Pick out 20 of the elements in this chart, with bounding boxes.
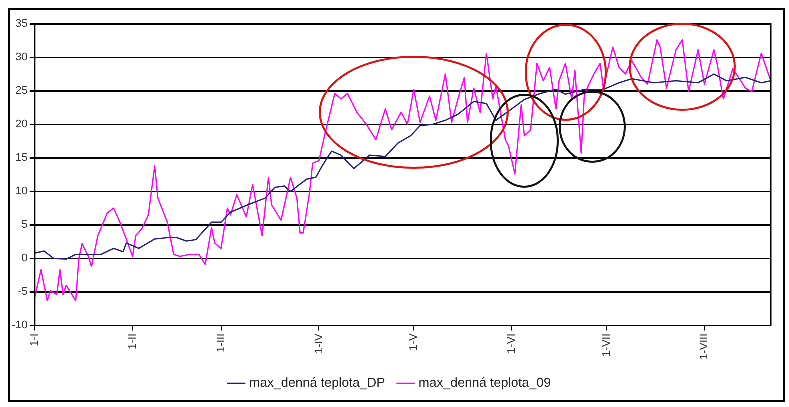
x-tick-label: 1-II bbox=[126, 334, 139, 350]
y-tick-label: 20 bbox=[16, 118, 28, 131]
x-tick-label: 1-VII bbox=[600, 334, 613, 357]
y-tick-label: 30 bbox=[16, 52, 28, 64]
x-tick-label: 1-IV bbox=[313, 333, 326, 354]
x-tick-label: 1-III bbox=[215, 334, 228, 353]
y-tick-label: -10 bbox=[12, 320, 28, 332]
y-tick-label: 5 bbox=[22, 219, 28, 232]
x-tick-label: 1-VIII bbox=[698, 334, 711, 360]
x-tick-label: 1-I bbox=[28, 334, 41, 347]
y-tick-label: 10 bbox=[16, 186, 28, 198]
y-tick-label: 15 bbox=[16, 152, 28, 164]
x-tick-label: 1-V bbox=[408, 333, 420, 351]
y-tick-label: 35 bbox=[16, 18, 28, 30]
y-tick-label: 0 bbox=[22, 252, 28, 265]
x-tick-label: 1-VI bbox=[506, 334, 518, 354]
legend-label: max_denná teplota_DP bbox=[249, 375, 386, 390]
y-tick-label: -5 bbox=[18, 286, 28, 298]
legend-label: max_denná teplota_09 bbox=[418, 375, 552, 390]
y-tick-label: 25 bbox=[16, 85, 28, 98]
